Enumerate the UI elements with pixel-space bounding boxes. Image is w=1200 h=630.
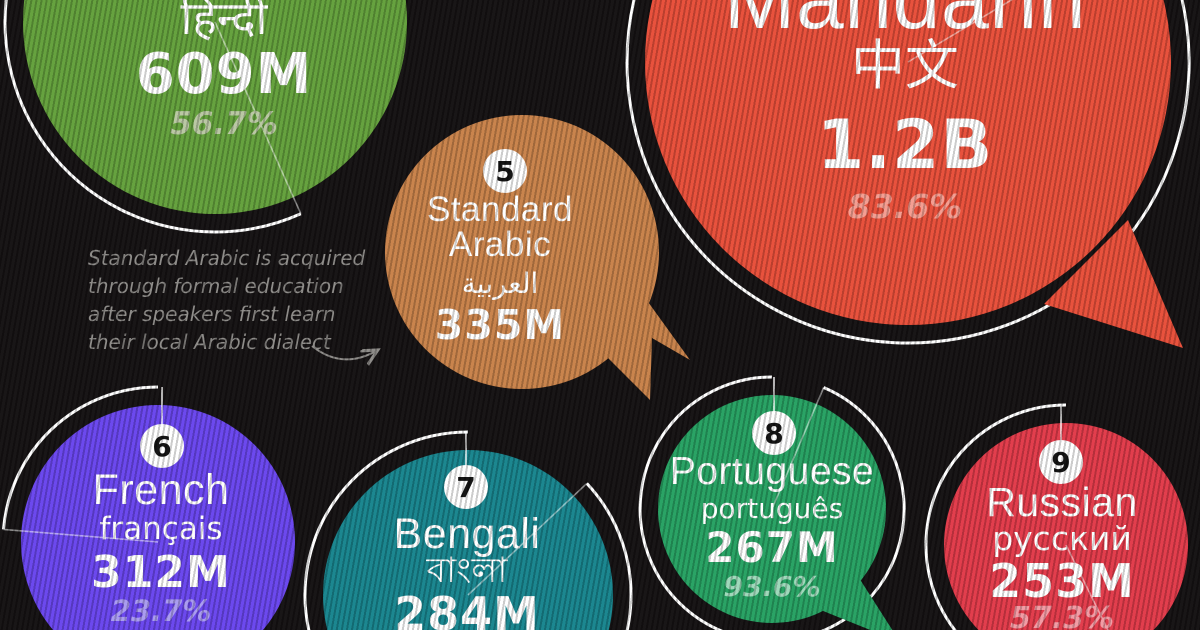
language-name-mandarin: Mandarin: [724, 0, 1087, 44]
speaker-count-standard-arabic: 335M: [434, 301, 566, 349]
rank-badge-russian: 9: [1039, 440, 1083, 484]
language-name-portuguese: Portuguese: [669, 450, 875, 493]
rank-badge-portuguese: 8: [752, 411, 796, 455]
rank-badge-french: 6: [140, 424, 184, 468]
native-share-pct-hindi: 56.7%: [170, 106, 278, 142]
native-name-russian: русский: [992, 519, 1132, 558]
language-name-bengali: Bengali: [393, 510, 541, 558]
native-name-bengali: বাংলা: [426, 551, 508, 591]
speaker-count-russian: 253M: [989, 554, 1135, 608]
native-name-french: français: [99, 511, 223, 547]
native-name-hindi: हिन्दी: [180, 0, 268, 45]
share-arc-russian: [924, 403, 1067, 630]
leader-and-radial-lines: [3, 0, 1109, 630]
speaker-count-bengali: 284M: [394, 587, 540, 630]
language-name-french: French: [92, 466, 230, 514]
speech-bubbles: [21, 0, 1188, 630]
speech-bubble-standard-arabic: [385, 115, 659, 389]
annotation-arrow-icon: [311, 345, 376, 359]
native-share-pct-russian: 57.3%: [1009, 601, 1115, 630]
speech-bubble-bengali: [323, 450, 613, 630]
share-arc-portuguese: [638, 375, 906, 630]
native-name-portuguese: português: [700, 492, 844, 525]
share-arc-french: [2, 385, 159, 530]
speaker-count-portuguese: 267M: [705, 523, 839, 572]
native-name-mandarin: 中文: [851, 34, 959, 97]
bubble-tail-mandarin: [1044, 220, 1183, 348]
speech-bubble-hindi: [23, 0, 407, 214]
share-arc-hindi: [3, 0, 302, 234]
speaker-count-mandarin: 1.2B: [816, 106, 994, 185]
share-arc-bengali: [303, 430, 633, 630]
arc-end-line-hindi: [214, 21, 302, 215]
arc-end-line-russian: [1065, 544, 1109, 630]
arc-end-line-portuguese: [771, 387, 825, 510]
native-share-pct-french: 23.7%: [110, 594, 212, 628]
arc-end-line-french: [3, 528, 159, 543]
bubble-tail-portuguese: [786, 545, 893, 630]
language-name-russian: Russian: [986, 479, 1138, 525]
share-arc-mandarin: [625, 0, 1191, 345]
arc-end-line-bengali: [467, 482, 588, 596]
annotation-text: Standard Arabic is acquired through form…: [88, 246, 366, 354]
speaker-count-hindi: 609M: [135, 42, 313, 107]
rank-badge-bengali: 7: [444, 465, 488, 509]
native-name-standard-arabic: العربية: [461, 267, 539, 300]
arc-end-line-mandarin: [907, 0, 1013, 63]
language-name-standard-arabic: Standard: [426, 190, 574, 229]
speaker-count-french: 312M: [91, 547, 231, 598]
speech-bubble-russian: [944, 423, 1188, 630]
rank-badge-standard-arabic: 5: [483, 149, 527, 193]
native-share-pct-portuguese: 93.6%: [723, 570, 821, 603]
bubble-tail-standard-arabic: [585, 288, 690, 400]
speech-bubble-mandarin: [645, 0, 1171, 325]
native-share-pct-mandarin: 83.6%: [847, 187, 963, 226]
language-name-standard-arabic: Arabic: [448, 225, 552, 264]
speech-bubble-french: [21, 405, 295, 630]
